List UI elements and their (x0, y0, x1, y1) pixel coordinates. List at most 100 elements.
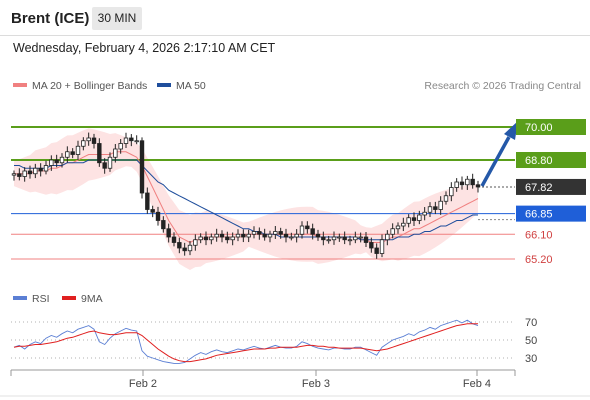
candle-body (363, 236, 369, 243)
candle-body (86, 137, 91, 142)
candle-body (315, 233, 321, 238)
forecast-arrow-head (504, 121, 518, 140)
candle-body (193, 239, 198, 246)
candle-body (97, 143, 102, 164)
candle-body (70, 151, 75, 155)
rsi-line (13, 319, 479, 364)
price-label-66-85: 66.85 (525, 209, 553, 221)
forecast-arrow-layer (480, 121, 518, 187)
candle-body (150, 209, 155, 213)
candle-body (166, 228, 171, 238)
candle-body (342, 236, 347, 241)
candle-body (321, 236, 326, 241)
candle-body (358, 236, 363, 239)
ma20-line (14, 151, 479, 244)
candles-layer (11, 132, 481, 259)
legend-ma50-label: MA 50 (176, 80, 206, 92)
candle-body (443, 195, 449, 202)
price-label-68-80: 68.80 (525, 155, 553, 167)
candle-body (203, 236, 209, 241)
candle-body (65, 151, 70, 158)
candle-body (241, 233, 246, 238)
candle-body (433, 206, 438, 210)
price-label-bg-70-00 (516, 119, 586, 135)
candle-body (75, 145, 81, 155)
candle-body (454, 181, 459, 188)
candle-body (139, 140, 145, 194)
candle-body (337, 236, 342, 239)
candle-body (198, 236, 203, 241)
ma9-swatch (62, 296, 76, 301)
candle-body (214, 233, 219, 238)
candle-body (310, 228, 315, 235)
candle-body (81, 140, 86, 147)
candle-body (59, 156, 65, 164)
time-tick-label-2: Feb 4 (463, 378, 491, 390)
candle-body (54, 159, 59, 164)
candle-body (22, 170, 27, 177)
time-tick-label-1: Feb 3 (302, 378, 330, 390)
rsi-tick-70: 70 (525, 317, 537, 329)
candle-body (230, 236, 235, 241)
rsi-9ma-line (13, 323, 478, 363)
candle-body (422, 211, 427, 216)
candle-body (161, 220, 166, 230)
candle-body (257, 231, 262, 235)
candle-body (299, 225, 305, 235)
candle-body (107, 156, 113, 169)
candle-body (353, 236, 358, 241)
candle-body (369, 242, 374, 249)
candle-body (438, 200, 443, 210)
header: Brent (ICE) 30 MIN (0, 0, 590, 36)
rsi-tick-30: 30 (525, 353, 537, 365)
candle-body (177, 242, 182, 249)
price-label-65-20: 65.20 (525, 254, 553, 266)
candle-body (11, 173, 17, 176)
candle-body (91, 137, 97, 144)
candle-body (134, 140, 139, 143)
candle-body (209, 236, 214, 241)
ma50-line (14, 159, 478, 241)
candle-body (326, 239, 331, 242)
candle-body (171, 236, 177, 243)
candle-body (347, 239, 353, 242)
candle-body (38, 167, 43, 172)
candle-body (43, 165, 49, 172)
time-tick-label-0: Feb 2 (129, 378, 157, 390)
price-label-70-00: 70.00 (525, 122, 553, 134)
candle-body (273, 231, 278, 235)
candle-body (390, 228, 395, 235)
candle-body (305, 225, 310, 230)
candle-body (113, 148, 118, 158)
time-axis-layer: Feb 2 Feb 3 Feb 4 (0, 369, 590, 397)
candle-body (182, 247, 187, 252)
price-label-bg-66-85 (516, 205, 586, 222)
candle-body (449, 187, 454, 197)
price-label-bg-67-82 (516, 178, 586, 195)
candle-body (102, 162, 107, 169)
candle-body (331, 236, 337, 241)
legend-9ma-label: 9MA (81, 293, 103, 305)
ma50-swatch (157, 83, 171, 88)
candle-body (289, 236, 294, 239)
candle-body (27, 170, 33, 175)
candle-body (118, 143, 123, 150)
candle-body (417, 214, 422, 221)
timeframe-button[interactable]: 30 MIN (92, 7, 142, 30)
price-label-bg-68-80 (516, 152, 586, 168)
candle-body (17, 173, 22, 177)
candle-body (123, 137, 129, 144)
candle-body (251, 231, 257, 235)
price-levels-layer (11, 126, 515, 260)
candle-body (406, 217, 411, 224)
candle-body (225, 236, 230, 241)
candle-body (267, 233, 273, 238)
candle-body (401, 222, 406, 227)
candle-body (427, 206, 433, 213)
candle-body (379, 239, 385, 254)
candle-body (470, 178, 475, 186)
candle-body (294, 233, 299, 238)
legend-ma20: MA 20 + Bollinger Bands (13, 80, 147, 92)
candle-body (235, 233, 241, 238)
